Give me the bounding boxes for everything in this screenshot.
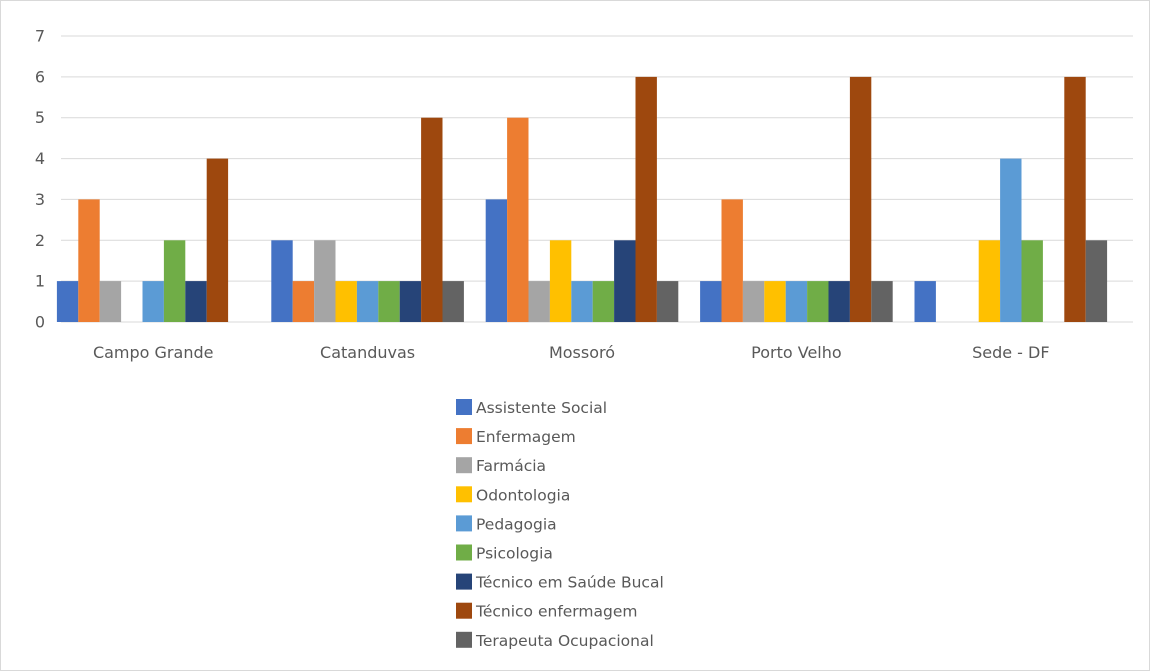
legend-swatch: [456, 544, 472, 561]
bar: [185, 281, 207, 322]
bar: [507, 117, 529, 322]
x-category-label: Porto Velho: [751, 343, 842, 362]
legend-label: Técnico em Saúde Bucal: [475, 574, 664, 592]
y-tick-label: 1: [35, 272, 45, 291]
bar: [335, 281, 357, 322]
legend-swatch: [456, 573, 472, 590]
y-tick-label: 0: [35, 313, 45, 332]
bar: [571, 281, 593, 322]
bar: [1021, 240, 1043, 322]
y-tick-label: 7: [35, 27, 45, 46]
legend-label: Terapeuta Ocupacional: [475, 632, 654, 650]
bar: [78, 199, 100, 322]
bar: [914, 281, 936, 322]
bar: [421, 117, 443, 322]
bar: [700, 281, 722, 322]
y-tick-label: 6: [35, 67, 45, 86]
bars: [56, 76, 1108, 323]
bar: [807, 281, 829, 322]
bar: [1085, 240, 1108, 322]
legend-swatch: [456, 602, 472, 619]
y-tick-label: 4: [35, 149, 45, 168]
bar: [142, 281, 164, 322]
x-axis-labels: Campo Grande Catanduvas Mossoró Porto Velho…: [93, 343, 1050, 362]
bar: [99, 281, 122, 322]
legend-label: Técnico enfermagem: [475, 603, 637, 621]
bar: [614, 240, 636, 322]
bar: [871, 281, 893, 322]
bar: [1000, 158, 1022, 322]
bar: [271, 240, 293, 322]
bar: [785, 281, 808, 322]
y-tick-label: 5: [35, 108, 45, 127]
legend-label: Farmácia: [476, 457, 546, 475]
x-category-label: Sede - DF: [972, 343, 1049, 362]
bar: [528, 281, 550, 322]
legend-swatch: [456, 399, 472, 415]
y-tick-label: 2: [35, 231, 45, 250]
bar: [442, 281, 464, 322]
legend-label: Enfermagem: [476, 428, 576, 446]
legend: Assistente Social Enfermagem Farmácia Odont…: [456, 399, 664, 650]
bar: [163, 240, 186, 322]
legend-swatch: [456, 515, 472, 532]
bar: [56, 281, 79, 322]
bar: [485, 199, 508, 322]
y-tick-label: 3: [35, 190, 45, 209]
bar: [206, 158, 229, 322]
legend-swatch: [456, 428, 472, 445]
y-axis-ticks: 0 1 2 3 4 5 6 7: [35, 27, 45, 332]
bar: [656, 281, 679, 322]
x-category-label: Catanduvas: [320, 343, 415, 362]
bar: [764, 281, 786, 322]
bar: [356, 281, 379, 322]
legend-label: Pedagogia: [476, 515, 557, 533]
legend-label: Odontologia: [476, 486, 570, 504]
bar: [742, 281, 765, 322]
bar: [721, 199, 743, 322]
x-category-label: Mossoró: [549, 343, 615, 362]
legend-swatch: [456, 631, 472, 648]
x-category-label: Campo Grande: [93, 343, 214, 362]
legend-swatch: [456, 486, 472, 503]
legend-label: Psicologia: [476, 545, 553, 563]
legend-swatch: [456, 457, 472, 474]
bar: [849, 76, 872, 323]
bar: [549, 240, 572, 322]
bar: [635, 76, 657, 323]
gridlines: [61, 35, 1133, 323]
bar: [314, 240, 336, 322]
bar: [1064, 76, 1086, 323]
legend-label: Assistente Social: [476, 399, 607, 417]
bar: [828, 281, 850, 322]
bar: [292, 281, 315, 322]
bar: [378, 281, 400, 322]
bar: [592, 281, 615, 322]
bar: [399, 281, 422, 322]
bar: [978, 240, 1001, 322]
